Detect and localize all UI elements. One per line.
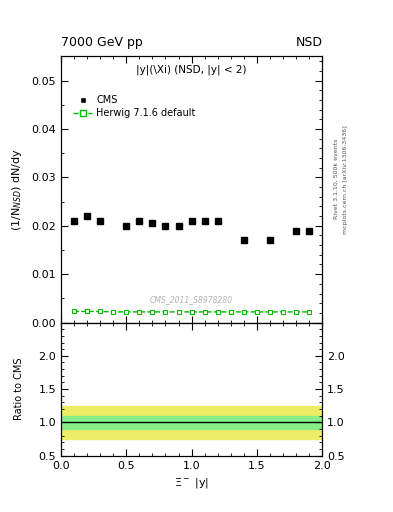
Text: 7000 GeV pp: 7000 GeV pp (61, 36, 143, 49)
CMS (307, 227, 312, 233)
CMS (72, 218, 76, 224)
Herwig 7.1.6 default (307, 309, 312, 315)
Text: NSD: NSD (295, 36, 322, 49)
Text: Rivet 3.1.10, 500k events: Rivet 3.1.10, 500k events (334, 139, 338, 219)
CMS (189, 218, 194, 224)
Herwig 7.1.6 default (98, 308, 103, 314)
CMS (241, 237, 246, 243)
CMS (176, 223, 181, 229)
Herwig 7.1.6 default (281, 309, 285, 315)
Y-axis label: (1/N$_{NSD}$) dN/dy: (1/N$_{NSD}$) dN/dy (10, 148, 24, 231)
Herwig 7.1.6 default (150, 309, 155, 315)
Herwig 7.1.6 default (228, 309, 233, 315)
CMS (268, 237, 272, 243)
Herwig 7.1.6 default (163, 309, 168, 315)
Herwig 7.1.6 default (85, 308, 90, 314)
Herwig 7.1.6 default (111, 309, 116, 315)
Herwig 7.1.6 default (72, 308, 76, 314)
CMS (202, 218, 207, 224)
Text: |y|(\Xi) (NSD, |y| < 2): |y|(\Xi) (NSD, |y| < 2) (136, 65, 247, 75)
CMS (294, 227, 299, 233)
Line: Herwig 7.1.6 default: Herwig 7.1.6 default (72, 309, 312, 314)
Herwig 7.1.6 default (176, 309, 181, 315)
CMS (215, 218, 220, 224)
CMS (137, 218, 142, 224)
Herwig 7.1.6 default (215, 309, 220, 315)
CMS (98, 218, 103, 224)
Herwig 7.1.6 default (189, 309, 194, 315)
Line: CMS: CMS (71, 213, 312, 243)
Bar (61, 416, 322, 429)
CMS (163, 223, 168, 229)
X-axis label: $\Xi^-$ |y|: $\Xi^-$ |y| (174, 476, 209, 490)
Y-axis label: Ratio to CMS: Ratio to CMS (14, 358, 24, 420)
Herwig 7.1.6 default (202, 309, 207, 315)
CMS (124, 223, 129, 229)
CMS (85, 213, 90, 219)
Herwig 7.1.6 default (124, 309, 129, 315)
Text: mcplots.cern.ch [arXiv:1306.3436]: mcplots.cern.ch [arXiv:1306.3436] (343, 125, 347, 233)
Bar (61, 406, 322, 439)
Text: CMS_2011_S8978280: CMS_2011_S8978280 (150, 295, 233, 305)
Herwig 7.1.6 default (268, 309, 272, 315)
CMS (150, 220, 155, 226)
Herwig 7.1.6 default (255, 309, 259, 315)
Herwig 7.1.6 default (241, 309, 246, 315)
Herwig 7.1.6 default (137, 309, 142, 315)
Herwig 7.1.6 default (294, 309, 299, 315)
Legend: CMS, Herwig 7.1.6 default: CMS, Herwig 7.1.6 default (71, 93, 198, 120)
